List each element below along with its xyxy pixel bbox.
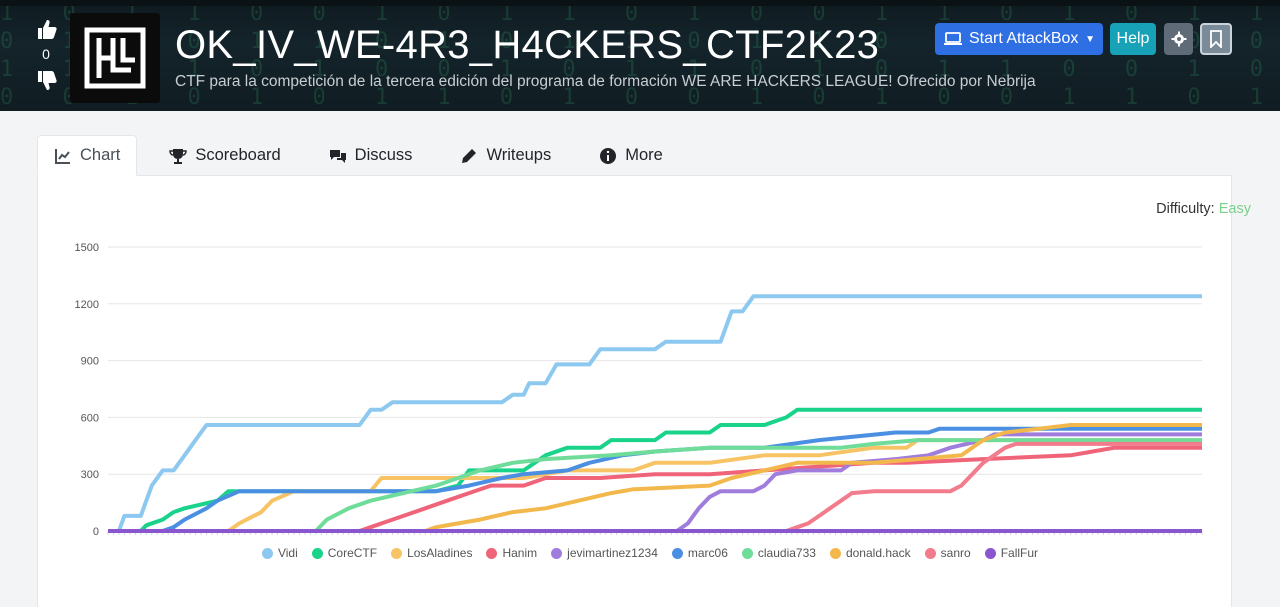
- series-line-sanro[interactable]: [108, 441, 1202, 533]
- legend-dot: [741, 547, 753, 559]
- vote-count: 0: [42, 46, 50, 62]
- legend-label: LosAladines: [407, 546, 473, 560]
- room-subtitle: CTF para la competición de la tercera ed…: [175, 73, 1036, 90]
- bookmark-icon: [1210, 30, 1222, 48]
- help-button[interactable]: Help: [1110, 23, 1156, 55]
- legend-label: Vidi: [277, 546, 298, 560]
- legend-label: claudia733: [757, 546, 816, 560]
- tab-discuss-label: Discuss: [354, 146, 413, 164]
- series-line-losaladines[interactable]: [108, 438, 1202, 533]
- room-tabs: Chart Scoreboard Discuss Writeups More: [37, 135, 679, 176]
- settings-button[interactable]: [1164, 23, 1193, 55]
- tab-scoreboard[interactable]: Scoreboard: [153, 135, 296, 176]
- laptop-icon: [944, 32, 962, 45]
- series-line-corectf[interactable]: [108, 407, 1202, 533]
- series-line-vidi[interactable]: [108, 294, 1202, 533]
- maze-logo-icon: [84, 27, 146, 89]
- legend-dot: [551, 547, 563, 559]
- series-line-hanim[interactable]: [108, 445, 1202, 533]
- tab-chart-label: Chart: [80, 146, 121, 164]
- difficulty-value: Easy: [1218, 201, 1251, 217]
- legend-item[interactable]: marc06: [671, 543, 728, 563]
- room-title: OK_IV_WE-4R3_H4CKERS_CTF2K23: [175, 23, 880, 67]
- tab-chart[interactable]: Chart: [37, 135, 138, 176]
- series-line-marc06[interactable]: [108, 426, 1202, 533]
- legend-item[interactable]: Vidi: [261, 543, 298, 563]
- legend-item[interactable]: LosAladines: [391, 543, 472, 563]
- legend-item[interactable]: donald.hack: [829, 543, 911, 563]
- y-tick-label: 600: [81, 412, 99, 424]
- gear-icon: [1171, 31, 1186, 47]
- trophy-icon: [169, 148, 188, 164]
- tab-more-label: More: [625, 146, 663, 164]
- thumbs-up-icon[interactable]: [30, 18, 62, 42]
- legend-dot: [671, 547, 683, 559]
- y-tick-label: 1500: [75, 242, 99, 254]
- legend-label: jevimartinez1234: [567, 546, 658, 560]
- legend-label: donald.hack: [845, 546, 911, 560]
- legend-dot: [261, 547, 273, 559]
- series-line-jevimartinez1234[interactable]: [108, 432, 1202, 533]
- start-attackbox-label: Start AttackBox: [969, 30, 1079, 47]
- caret-down-icon[interactable]: ▼: [1085, 33, 1095, 45]
- series-line-donald-hack[interactable]: [108, 423, 1202, 533]
- pen-icon: [462, 148, 477, 163]
- line-chart-icon: [55, 148, 70, 164]
- legend-dot: [311, 547, 323, 559]
- legend-label: FallFur: [1000, 546, 1039, 560]
- legend-label: marc06: [687, 546, 728, 560]
- legend-label: sanro: [940, 546, 971, 560]
- info-circle-icon: [600, 147, 617, 164]
- legend-item[interactable]: jevimartinez1234: [551, 543, 658, 563]
- legend-dot: [924, 547, 936, 559]
- legend-label: Hanim: [502, 546, 538, 560]
- legend-dot: [391, 547, 403, 559]
- room-banner: 1 0 1 1 0 0 1 0 1 1 0 1 0 0 1 1 0 1 0 1 …: [0, 0, 1280, 111]
- y-tick-label: 0: [93, 526, 99, 538]
- y-tick-label: 1200: [75, 299, 99, 311]
- tab-writeups-label: Writeups: [486, 146, 552, 164]
- legend-item[interactable]: claudia733: [741, 543, 816, 563]
- y-tick-label: 900: [81, 356, 99, 368]
- score-chart: 1500 1200 900 600 300 0: [75, 242, 1203, 538]
- legend-dot: [984, 547, 996, 559]
- tab-more[interactable]: More: [583, 135, 679, 176]
- legend-item[interactable]: CoreCTF: [311, 543, 378, 563]
- chart-legend: Vidi CoreCTF LosAladines Hanim jevimartinez1…: [0, 543, 1280, 563]
- tab-discuss[interactable]: Discuss: [313, 135, 429, 176]
- legend-label: CoreCTF: [327, 546, 378, 560]
- legend-item[interactable]: FallFur: [984, 543, 1039, 563]
- difficulty-indicator: Difficulty: Easy: [1156, 201, 1251, 217]
- start-attackbox-button[interactable]: Start AttackBox ▼: [935, 23, 1103, 55]
- legend-item[interactable]: Hanim: [486, 543, 537, 563]
- legend-dot: [486, 547, 498, 559]
- tab-scoreboard-label: Scoreboard: [195, 146, 281, 164]
- y-tick-label: 300: [81, 469, 99, 481]
- legend-dot: [829, 547, 841, 559]
- vote-widget: 0: [30, 18, 62, 92]
- thumbs-down-icon[interactable]: [30, 68, 62, 92]
- banner-topline: [0, 0, 1280, 6]
- comments-icon: [329, 149, 346, 163]
- bookmark-button[interactable]: [1200, 23, 1232, 55]
- tab-writeups[interactable]: Writeups: [444, 135, 567, 176]
- legend-item[interactable]: sanro: [924, 543, 971, 563]
- series-line-claudia733[interactable]: [108, 438, 1202, 533]
- room-logo: [70, 13, 160, 103]
- difficulty-label: Difficulty:: [1156, 201, 1215, 217]
